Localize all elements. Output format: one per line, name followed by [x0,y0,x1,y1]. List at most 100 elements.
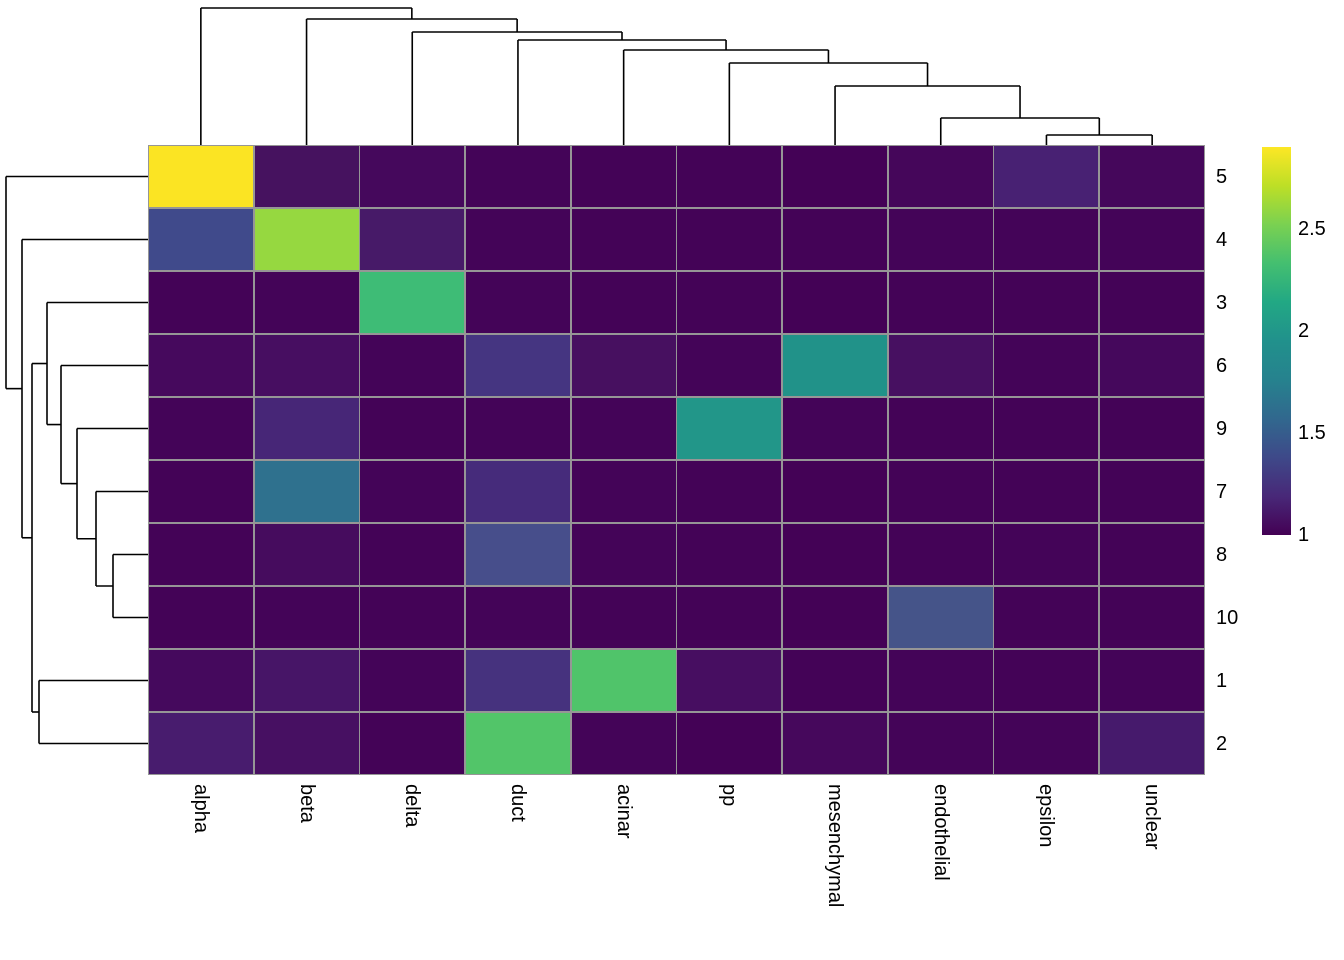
heatmap-cell-2-delta [360,712,465,774]
heatmap-cell-6-beta [254,334,359,397]
column-label-acinar: acinar [612,784,635,839]
heatmap-cell-8-endothelial [888,523,993,586]
heatmap-cell-3-acinar [571,271,676,334]
heatmap-cell-9-acinar [571,397,676,460]
column-label-alpha: alpha [189,784,212,833]
heatmap-cell-4-endothelial [888,208,993,271]
heatmap-cell-6-mesenchymal [782,334,888,397]
heatmap-cell-5-delta [360,146,465,208]
row-label-5: 5 [1216,165,1228,188]
heatmap-cell-9-beta [254,397,359,460]
column-label-beta: beta [295,784,318,823]
row-label-10: 10 [1216,606,1239,629]
heatmap-cell-10-mesenchymal [782,586,888,649]
heatmap-cell-10-pp [677,586,782,649]
heatmap-cell-5-alpha [149,146,254,208]
heatmap-cell-10-epsilon [994,586,1099,649]
heatmap-cell-2-pp [677,712,782,774]
heatmap-cell-4-delta [360,208,465,271]
heatmap-cell-5-unclear [1099,146,1204,208]
heatmap-cell-8-duct [465,523,571,586]
heatmap-cell-1-duct [465,649,571,712]
column-label-mesenchymal: mesenchymal [824,784,847,908]
heatmap-cell-6-duct [465,334,571,397]
heatmap-cell-7-acinar [571,460,676,523]
heatmap-cell-2-acinar [571,712,676,774]
heatmap-cell-8-alpha [149,523,254,586]
heatmap-cell-4-epsilon [994,208,1099,271]
heatmap-cell-10-endothelial [888,586,993,649]
column-dendrogram [200,7,1153,145]
heatmap-cell-10-duct [465,586,571,649]
heatmap-cell-8-pp [677,523,782,586]
column-label-unclear: unclear [1141,784,1164,850]
heatmap-cell-9-unclear [1099,397,1204,460]
heatmap-cell-1-beta [254,649,359,712]
colorbar-tick-label-2.5: 2.5 [1298,217,1326,240]
heatmap-cell-9-endothelial [888,397,993,460]
heatmap-cell-3-epsilon [994,271,1099,334]
heatmap-cell-8-acinar [571,523,676,586]
heatmap-cell-3-pp [677,271,782,334]
heatmap-cell-9-epsilon [994,397,1099,460]
column-label-pp: pp [718,784,741,807]
heatmap-cell-9-mesenchymal [782,397,888,460]
heatmap-cell-8-mesenchymal [782,523,888,586]
heatmap-cell-10-acinar [571,586,676,649]
heatmap-cell-7-epsilon [994,460,1099,523]
row-label-3: 3 [1216,291,1228,314]
colorbar-gradient [1262,147,1291,535]
row-label-1: 1 [1216,669,1228,692]
heatmap-cell-4-acinar [571,208,676,271]
heatmap-cell-1-mesenchymal [782,649,888,712]
row-label-7: 7 [1216,480,1228,503]
heatmap-cell-7-endothelial [888,460,993,523]
heatmap-cell-8-beta [254,523,359,586]
heatmap-cell-7-duct [465,460,571,523]
heatmap-cell-3-mesenchymal [782,271,888,334]
heatmap-cell-4-pp [677,208,782,271]
heatmap-cell-5-duct [465,146,571,208]
heatmap-cell-5-mesenchymal [782,146,888,208]
row-label-9: 9 [1216,417,1228,440]
heatmap-cell-2-alpha [149,712,254,774]
column-label-epsilon: epsilon [1035,784,1058,848]
heatmap-cell-1-alpha [149,649,254,712]
heatmap-cell-6-epsilon [994,334,1099,397]
heatmap-cell-3-duct [465,271,571,334]
heatmap-cell-2-beta [254,712,359,774]
heatmap-cell-5-epsilon [994,146,1099,208]
heatmap-cell-5-endothelial [888,146,993,208]
heatmap-cell-1-pp [677,649,782,712]
heatmap-cell-4-duct [465,208,571,271]
heatmap-cell-8-delta [360,523,465,586]
heatmap-grid [148,145,1205,775]
row-label-2: 2 [1216,732,1228,755]
heatmap-cell-10-alpha [149,586,254,649]
column-label-delta: delta [401,784,424,828]
heatmap-cell-4-mesenchymal [782,208,888,271]
heatmap-cell-9-pp [677,397,782,460]
colorbar-tick-label-1.5: 1.5 [1298,421,1326,444]
heatmap-cell-3-beta [254,271,359,334]
heatmap-cell-7-unclear [1099,460,1204,523]
heatmap-cell-1-endothelial [888,649,993,712]
heatmap-cell-7-alpha [149,460,254,523]
heatmap-cell-2-epsilon [994,712,1099,774]
heatmap-cell-5-pp [677,146,782,208]
heatmap-cell-4-unclear [1099,208,1204,271]
heatmap-cell-2-endothelial [888,712,993,774]
heatmap-cell-3-alpha [149,271,254,334]
heatmap-cell-9-delta [360,397,465,460]
heatmap-cell-4-alpha [149,208,254,271]
heatmap-cell-6-unclear [1099,334,1204,397]
heatmap-cell-1-delta [360,649,465,712]
heatmap-cell-1-acinar [571,649,676,712]
heatmap-cell-1-unclear [1099,649,1204,712]
heatmap-cell-6-alpha [149,334,254,397]
heatmap-cell-8-unclear [1099,523,1204,586]
row-label-8: 8 [1216,543,1228,566]
heatmap-cell-5-acinar [571,146,676,208]
heatmap-cell-2-mesenchymal [782,712,888,774]
